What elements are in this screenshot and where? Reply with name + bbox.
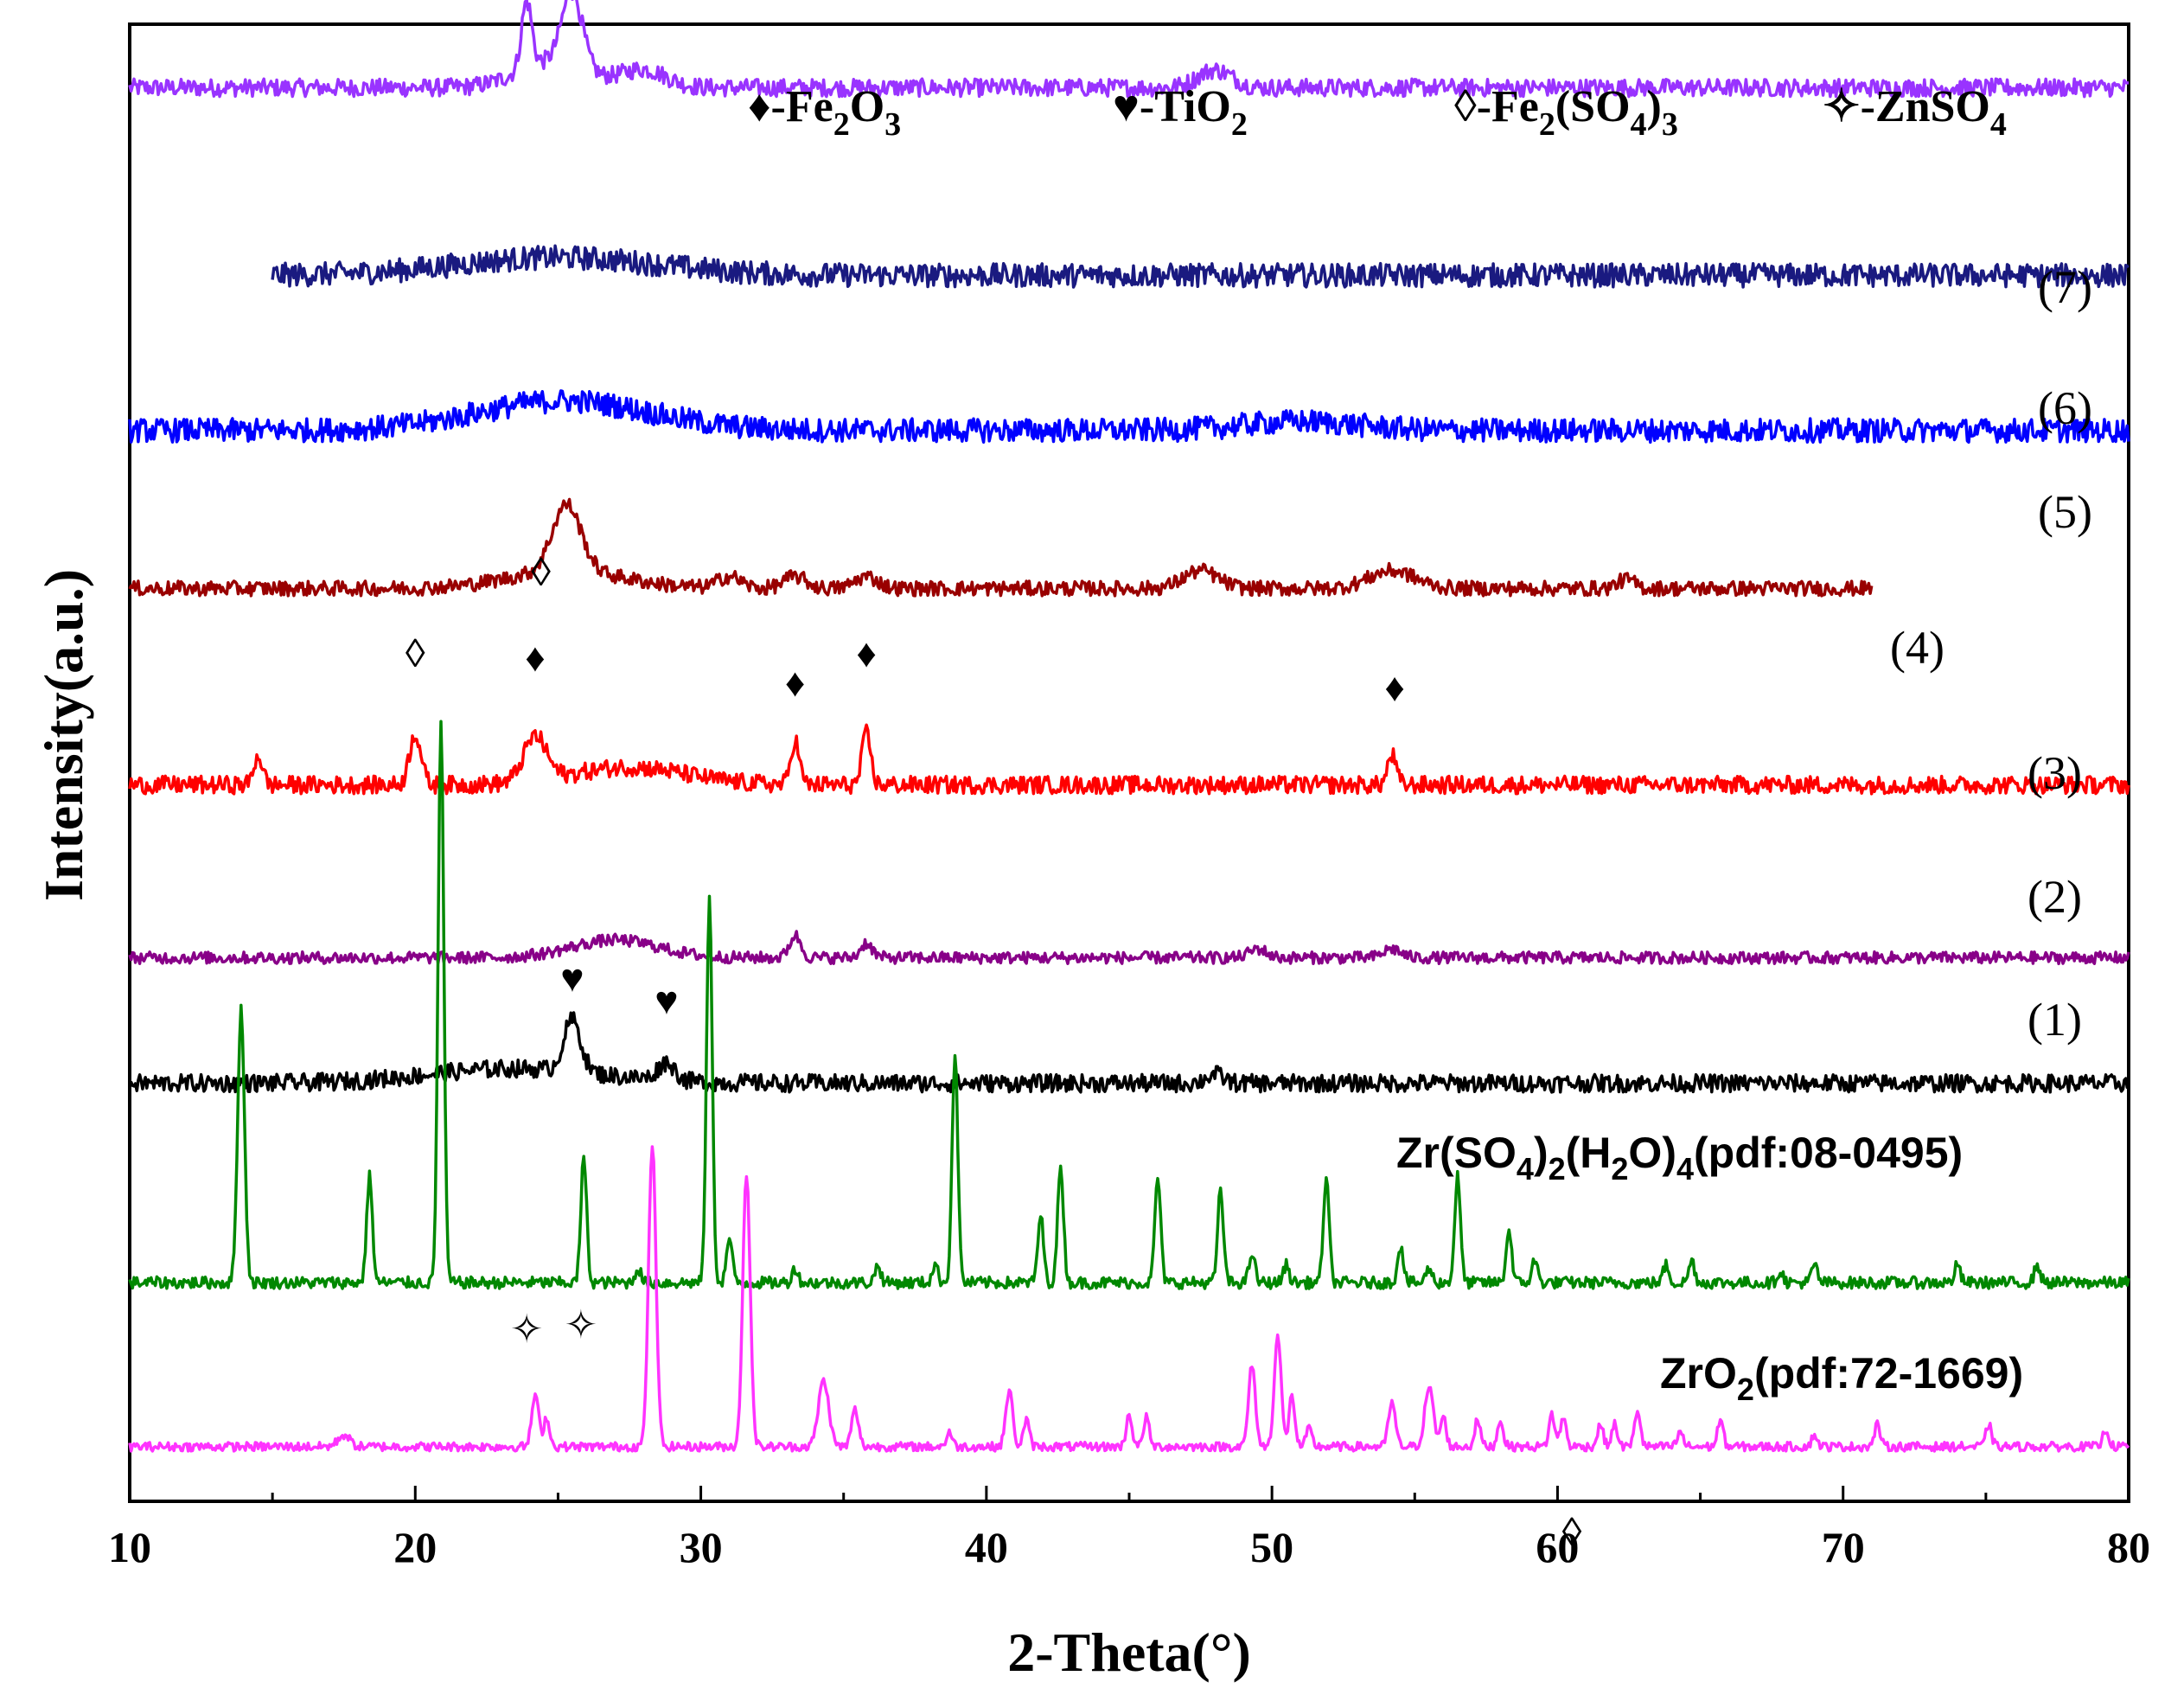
filled-diamond-marker: ♦ (785, 661, 805, 705)
legend: ♦-Fe2O3 ♥-TiO2 ◊-Fe2(SO4)3 ✧-ZnSO4 (748, 82, 2007, 143)
series-line-7 (128, 1011, 2130, 1094)
series-line-5 (128, 723, 2130, 796)
x-tick-label: 10 (108, 1523, 151, 1571)
star-marker: ✧ (565, 1302, 598, 1347)
x-tick-label: 20 (393, 1523, 437, 1571)
series-line-6 (128, 930, 2130, 966)
tick-layer: 10 20 30 40 50 60 70 80 (108, 1486, 2150, 1571)
heart-marker: ♥ (560, 956, 584, 1001)
x-tick-label: 50 (1250, 1523, 1293, 1571)
series-line-9 (128, 1145, 2130, 1453)
x-tick-label: 30 (680, 1523, 723, 1571)
open-diamond-marker: ◊ (406, 631, 425, 675)
series-line-8 (128, 720, 2130, 1290)
marker-layer: ✧ ✧ ◊ ◊ ♦ ♦ ♦ ♦ ♥ ♥ ◊ (406, 550, 1582, 1554)
series-label-7: (7) (2038, 261, 2092, 313)
open-diamond-marker: ◊ (1562, 1510, 1582, 1554)
legend-item-znso4: ✧-ZnSO4 (1823, 82, 2007, 143)
star-marker: ✧ (510, 1307, 544, 1351)
series-line-3 (128, 389, 2130, 445)
legend-item-fe2o3: ♦-Fe2O3 (748, 82, 901, 143)
series-layer (128, 0, 2130, 1453)
series-line-4 (128, 497, 1874, 598)
series-label-5: (5) (2038, 486, 2092, 538)
filled-diamond-marker: ♦ (525, 636, 545, 680)
y-axis-title: Intensity(a.u.) (33, 569, 94, 901)
x-tick-label: 70 (1822, 1523, 1865, 1571)
ref-label-zro2: ZrO2(pdf:72-1669) (1660, 1349, 2023, 1407)
x-tick-label: 80 (2107, 1523, 2150, 1571)
series-label-1: (1) (2028, 994, 2082, 1046)
open-diamond-marker: ◊ (531, 550, 551, 594)
series-label-6: (6) (2038, 382, 2092, 434)
legend-item-tio2: ♥-TiO2 (1113, 82, 1248, 143)
series-line-1 (128, 0, 2130, 99)
series-labels: (7) (6) (5) (4) (3) (2) (1) (1890, 261, 2092, 1046)
series-label-4: (4) (1890, 622, 1945, 674)
x-axis-title: 2-Theta(°) (1007, 1622, 1251, 1683)
x-tick-label: 40 (965, 1523, 1008, 1571)
heart-marker: ♥ (655, 978, 678, 1022)
filled-diamond-marker: ♦ (856, 631, 876, 675)
x-tick-label: 60 (1536, 1523, 1579, 1571)
series-label-2: (2) (2028, 871, 2082, 923)
series-label-3: (3) (2028, 747, 2082, 799)
filled-diamond-marker: ♦ (1384, 665, 1404, 709)
ref-label-zrso4: Zr(SO4)2(H2O)4(pdf:08-0495) (1396, 1129, 1963, 1187)
series-line-2 (271, 244, 2130, 289)
